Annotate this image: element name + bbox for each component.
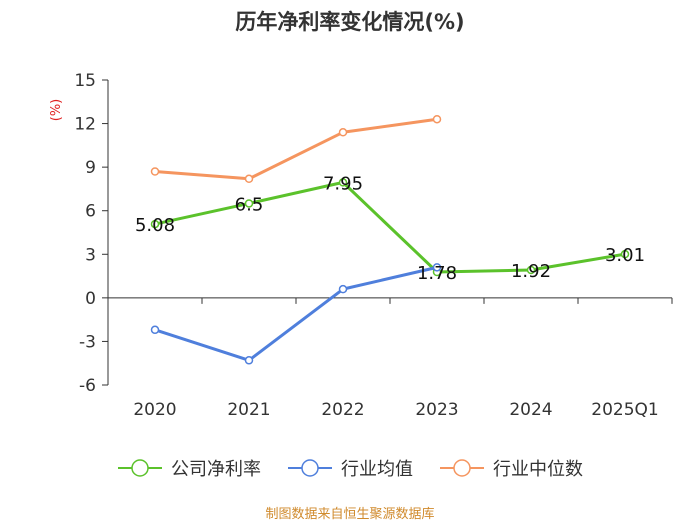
series-line — [154, 265, 438, 362]
data-point — [432, 263, 442, 272]
data-label: 1.78 — [417, 263, 457, 284]
legend-label: 行业中位数 — [493, 459, 583, 480]
x-tick-label: 2021 — [227, 400, 270, 420]
data-point — [244, 174, 254, 184]
y-axis-label: (%) — [49, 99, 64, 122]
data-label: 6.5 — [235, 194, 264, 215]
chart-title: 历年净利率变化情况(%) — [235, 10, 465, 34]
y-tick-label: -6 — [79, 376, 96, 396]
legend-label: 公司净利率 — [171, 459, 261, 480]
y-tick-label: -3 — [79, 332, 96, 352]
legend-item[interactable]: 行业中位数 — [439, 455, 583, 481]
data-point — [338, 178, 348, 187]
data-labels: 5.08 6.5 7.95 1.78 1.92 3.01 — [135, 173, 645, 284]
x-tick-label: 2023 — [415, 400, 458, 420]
data-label: 3.01 — [605, 245, 645, 266]
data-point — [150, 325, 160, 335]
legend-marker-icon — [118, 459, 162, 477]
y-tick-label: 3 — [85, 245, 96, 265]
x-tick-label: 2022 — [321, 400, 364, 420]
data-point — [150, 219, 160, 229]
legend-marker-icon — [440, 459, 484, 477]
legend-item[interactable]: 行业均值 — [287, 455, 413, 481]
data-label: 5.08 — [135, 215, 175, 236]
x-tick-label: 2024 — [509, 400, 552, 420]
data-label: 7.95 — [323, 173, 363, 194]
y-tick-label: 12 — [74, 115, 96, 135]
axes: 15 12 9 6 3 0 -3 -6 2020 2021 2022 2023 2024 2025Q1 (%… — [49, 71, 673, 420]
source-note: 制图数据来自恒生聚源数据库 — [265, 507, 435, 522]
legend: 公司净利率 行业均值 行业中位数 — [0, 452, 700, 484]
y-tick-label: 9 — [85, 158, 96, 178]
legend-item[interactable]: 公司净利率 — [117, 455, 261, 481]
data-point — [244, 199, 254, 208]
x-tick-label: 2025Q1 — [591, 400, 658, 420]
x-tick-label: 2020 — [133, 400, 176, 420]
data-label: 1.92 — [511, 261, 551, 282]
y-tick-label: 6 — [85, 202, 96, 222]
data-point — [526, 265, 536, 275]
data-point — [150, 167, 160, 176]
series-layer — [150, 114, 630, 365]
data-point — [338, 284, 348, 294]
legend-marker-icon — [288, 459, 332, 477]
series-line — [154, 117, 438, 181]
data-point — [620, 249, 630, 259]
data-point — [338, 128, 348, 137]
y-tick-label: 15 — [74, 71, 96, 91]
data-point — [244, 356, 254, 365]
y-tick-label: 0 — [85, 289, 96, 309]
series-line — [154, 180, 626, 274]
data-point — [432, 114, 442, 124]
legend-label: 行业均值 — [341, 459, 413, 480]
